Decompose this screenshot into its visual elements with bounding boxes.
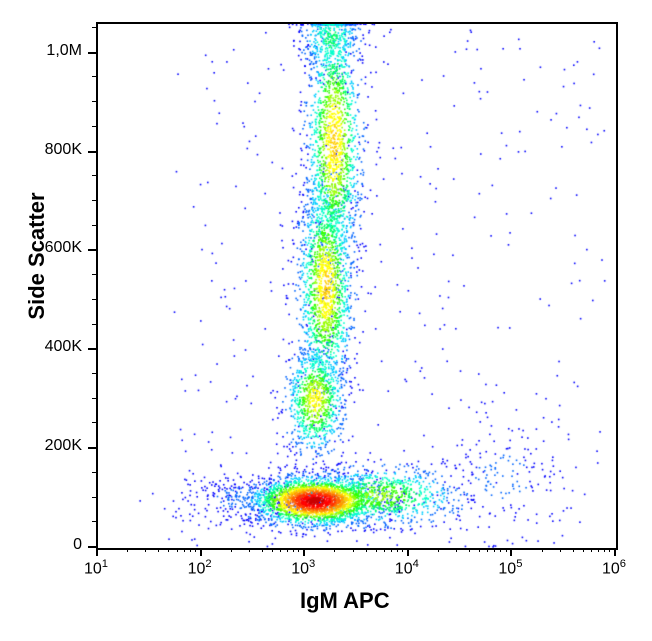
tick-mark [287, 548, 288, 552]
tick-mark [88, 348, 96, 350]
tick-mark [92, 175, 96, 176]
tick-label: 104 [395, 558, 419, 578]
tick-mark [500, 548, 501, 552]
tick-mark [506, 548, 507, 552]
tick-mark [334, 548, 335, 552]
tick-mark [583, 548, 584, 552]
tick-mark [92, 521, 96, 522]
tick-mark [184, 548, 185, 552]
tick-label: 101 [84, 558, 108, 578]
tick-mark [92, 225, 96, 226]
tick-label: 600K [32, 239, 82, 257]
tick-mark [298, 548, 299, 552]
tick-mark [145, 548, 146, 552]
tick-mark [479, 548, 480, 552]
tick-mark [88, 546, 96, 548]
tick-mark [391, 548, 392, 552]
tick-label: 103 [291, 558, 315, 578]
tick-label: 1,0M [32, 42, 82, 60]
tick-mark [438, 548, 439, 552]
tick-mark [96, 548, 98, 556]
tick-mark [92, 422, 96, 423]
tick-mark [542, 548, 543, 552]
tick-mark [158, 548, 159, 552]
tick-mark [609, 548, 610, 552]
tick-mark [92, 76, 96, 77]
tick-mark [487, 548, 488, 552]
tick-mark [127, 548, 128, 552]
tick-mark [92, 126, 96, 127]
tick-label: 200K [32, 437, 82, 455]
tick-mark [353, 548, 354, 552]
tick-mark [92, 200, 96, 201]
tick-mark [469, 548, 470, 552]
flow-cytometry-dotplot: IgM APC Side Scatter 1011021031041051060… [0, 0, 652, 641]
tick-mark [614, 548, 616, 556]
tick-mark [88, 52, 96, 54]
tick-mark [280, 548, 281, 552]
plot-area [96, 22, 618, 550]
tick-mark [88, 249, 96, 251]
tick-mark [92, 27, 96, 28]
tick-mark [231, 548, 232, 552]
tick-mark [88, 447, 96, 449]
tick-mark [200, 548, 202, 556]
tick-label: 400K [32, 338, 82, 356]
tick-mark [397, 548, 398, 552]
tick-label: 102 [188, 558, 212, 578]
x-axis-label: IgM APC [300, 588, 390, 614]
tick-mark [88, 151, 96, 153]
tick-mark [384, 548, 385, 552]
tick-mark [573, 548, 574, 552]
tick-mark [272, 548, 273, 552]
tick-mark [456, 548, 457, 552]
tick-mark [293, 548, 294, 552]
tick-label: 800K [32, 141, 82, 159]
tick-mark [591, 548, 592, 552]
tick-label: 106 [602, 558, 626, 578]
tick-mark [560, 548, 561, 552]
tick-mark [177, 548, 178, 552]
tick-mark [190, 548, 191, 552]
tick-mark [92, 497, 96, 498]
tick-mark [92, 373, 96, 374]
tick-label: 0 [32, 536, 82, 554]
scatter-canvas [98, 24, 616, 548]
tick-mark [262, 548, 263, 552]
tick-mark [303, 548, 305, 556]
tick-mark [92, 274, 96, 275]
tick-mark [92, 299, 96, 300]
tick-mark [195, 548, 196, 552]
tick-mark [366, 548, 367, 552]
tick-mark [92, 472, 96, 473]
tick-mark [168, 548, 169, 552]
tick-mark [494, 548, 495, 552]
tick-mark [510, 548, 512, 556]
tick-mark [92, 324, 96, 325]
tick-mark [249, 548, 250, 552]
tick-mark [604, 548, 605, 552]
tick-mark [598, 548, 599, 552]
tick-mark [92, 398, 96, 399]
tick-mark [407, 548, 409, 556]
tick-label: 105 [498, 558, 522, 578]
tick-mark [402, 548, 403, 552]
tick-mark [376, 548, 377, 552]
tick-mark [92, 101, 96, 102]
